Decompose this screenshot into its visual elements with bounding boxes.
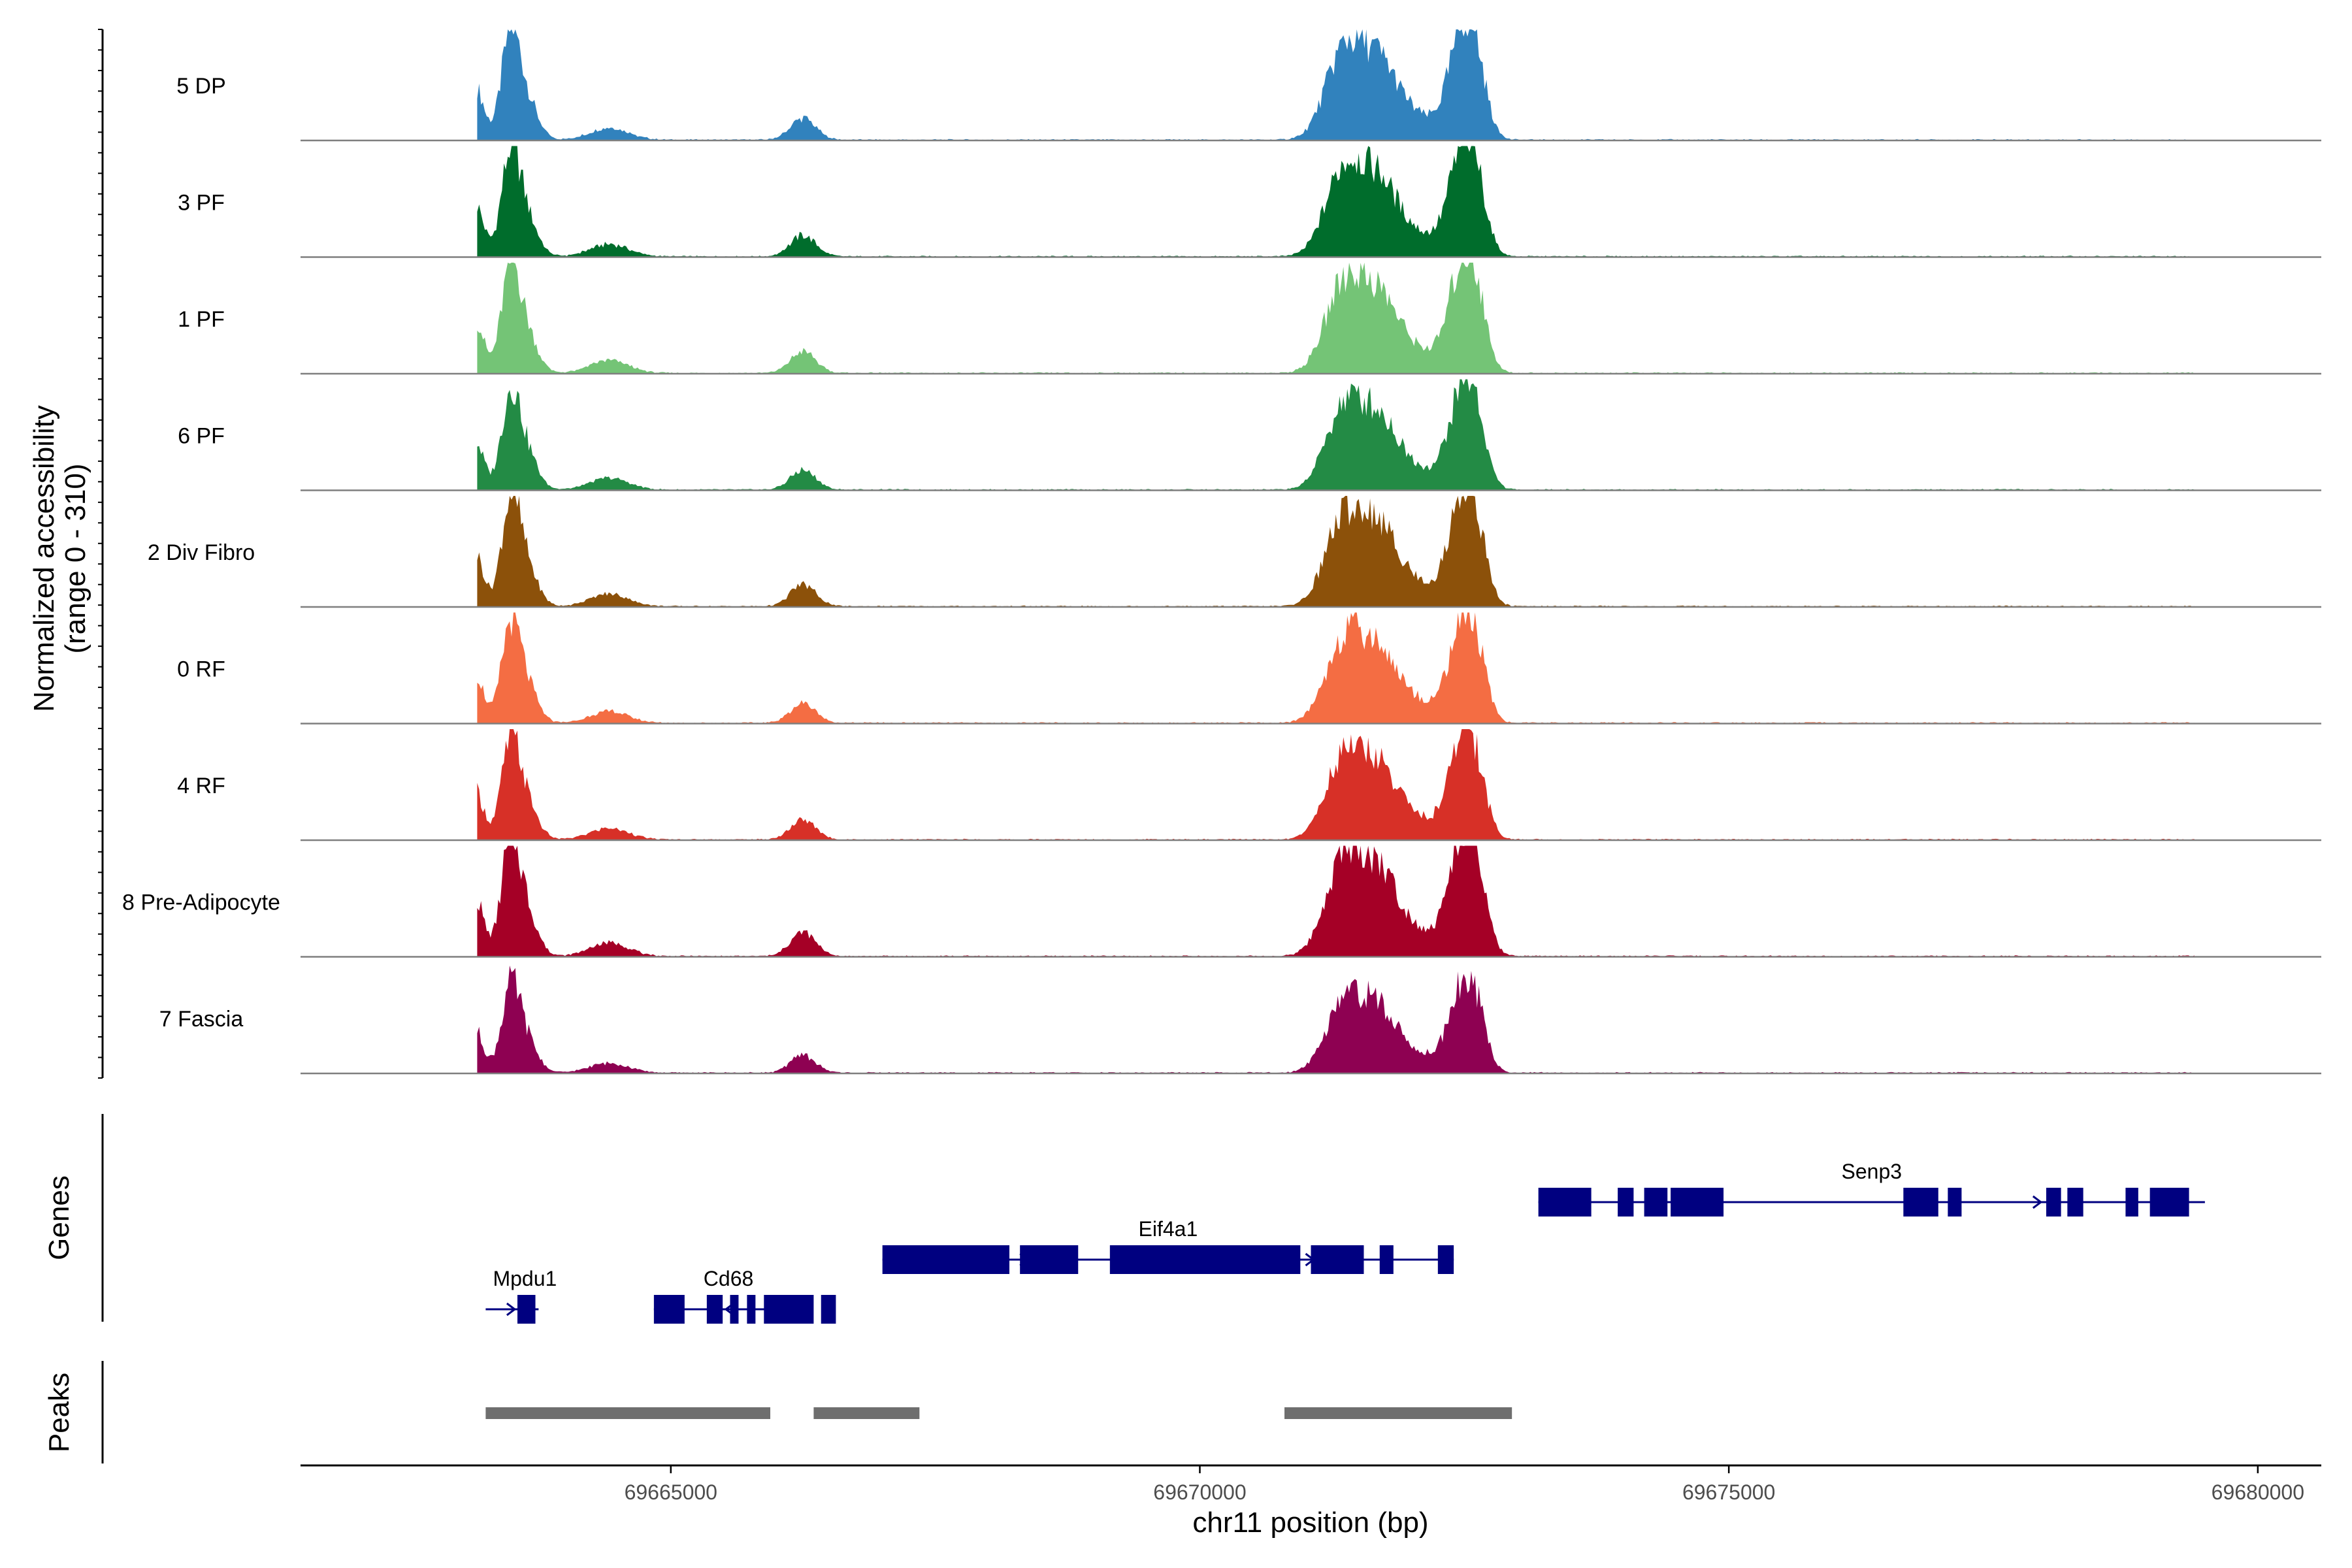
gene-exon bbox=[821, 1295, 836, 1324]
coverage-y-axis bbox=[98, 29, 104, 1079]
x-axis-title: chr11 position (bp) bbox=[1192, 1507, 1428, 1539]
gene-exon bbox=[2149, 1188, 2189, 1217]
genes-ylabel: Genes bbox=[43, 1175, 75, 1260]
gene-exon bbox=[882, 1245, 1009, 1274]
gene-exon bbox=[706, 1295, 723, 1324]
track-label: 0 RF bbox=[177, 657, 225, 682]
track-1-pf: 1 PF bbox=[178, 263, 2321, 375]
coverage-ylabel-line2: (range 0 - 310) bbox=[59, 463, 91, 653]
coverage-area bbox=[477, 146, 2195, 257]
strand-arrow bbox=[1019, 1252, 1030, 1267]
gene-exon bbox=[1671, 1188, 1724, 1217]
track-label: 6 PF bbox=[178, 424, 225, 449]
gene-senp3: Senp3 bbox=[1538, 1160, 2205, 1217]
peaks-panel bbox=[485, 1407, 1512, 1419]
x-tick-label: 69675000 bbox=[1682, 1480, 1775, 1504]
track-label: 4 RF bbox=[177, 774, 225, 798]
track-8-pre-adipocyte: 8 Pre-Adipocyte bbox=[122, 845, 2321, 958]
strand-arrow bbox=[724, 1302, 734, 1316]
strand-arrow bbox=[1699, 1195, 1710, 1209]
track-label: 1 PF bbox=[178, 307, 225, 332]
gene-cd68: Cd68 bbox=[653, 1267, 836, 1324]
track-label: 5 DP bbox=[176, 74, 226, 99]
gene-exon bbox=[1020, 1245, 1079, 1274]
genes-panel: Mpdu1 Cd68 Eif4a1 Senp3 bbox=[485, 1160, 2205, 1324]
gene-label: Cd68 bbox=[704, 1267, 754, 1290]
gene-label: Mpdu1 bbox=[493, 1267, 557, 1290]
coverage-panel: 5 DP 3 PF 1 PF 6 PF 2 Div Fibro 0 RF 4 RF 8 Pre… bbox=[122, 29, 2321, 1075]
strand-arrow bbox=[2032, 1195, 2043, 1209]
strand-arrow bbox=[506, 1302, 517, 1316]
gene-label: Eif4a1 bbox=[1139, 1217, 1198, 1241]
x-axis-ticks: 69665000 69670000 69675000 69680000 bbox=[625, 1465, 2304, 1504]
track-3-pf: 3 PF bbox=[178, 146, 2321, 258]
gene-exon bbox=[764, 1295, 814, 1324]
coverage-area bbox=[477, 496, 2195, 607]
coverage-ylabel-line1: Normalized accessibility bbox=[28, 405, 60, 711]
track-label: 7 Fascia bbox=[159, 1007, 244, 1032]
gene-exon bbox=[1437, 1245, 1454, 1274]
x-tick-label: 69665000 bbox=[625, 1480, 717, 1504]
track-0-rf: 0 RF bbox=[177, 612, 2321, 725]
gene-exon bbox=[517, 1295, 536, 1324]
gene-exon bbox=[2067, 1188, 2083, 1217]
gene-exon bbox=[1644, 1188, 1668, 1217]
track-label: 2 Div Fibro bbox=[148, 540, 255, 565]
gene-exon bbox=[1903, 1188, 1938, 1217]
track-5-dp: 5 DP bbox=[176, 29, 2321, 142]
peak-bar bbox=[813, 1407, 920, 1419]
gene-exon bbox=[2125, 1188, 2138, 1217]
coverage-area bbox=[477, 965, 2195, 1073]
coverage-area bbox=[477, 845, 2195, 957]
coverage-area bbox=[477, 612, 2195, 724]
gene-eif4a1: Eif4a1 bbox=[882, 1217, 1454, 1274]
track-label: 3 PF bbox=[178, 191, 225, 216]
track-4-rf: 4 RF bbox=[177, 729, 2321, 841]
coverage-area bbox=[477, 729, 2195, 840]
track-6-pf: 6 PF bbox=[178, 379, 2321, 491]
coverage-area bbox=[477, 263, 2195, 374]
gene-exon bbox=[1379, 1245, 1394, 1274]
gene-exon bbox=[1109, 1245, 1301, 1274]
gene-exon bbox=[1948, 1188, 1962, 1217]
gene-mpdu1: Mpdu1 bbox=[485, 1267, 557, 1324]
gene-exon bbox=[2046, 1188, 2061, 1217]
gene-exon bbox=[1618, 1188, 1634, 1217]
peak-bar bbox=[1284, 1407, 1512, 1419]
track-label: 8 Pre-Adipocyte bbox=[122, 890, 280, 915]
strand-arrow bbox=[1305, 1252, 1315, 1267]
gene-exon bbox=[653, 1295, 685, 1324]
gene-exon bbox=[1311, 1245, 1364, 1274]
coverage-area bbox=[477, 379, 2195, 491]
track-2-div-fibro: 2 Div Fibro bbox=[148, 496, 2321, 608]
gene-exon bbox=[747, 1295, 756, 1324]
gene-label: Senp3 bbox=[1842, 1160, 1903, 1183]
gene-exon bbox=[730, 1295, 739, 1324]
x-tick-label: 69670000 bbox=[1153, 1480, 1246, 1504]
peak-bar bbox=[485, 1407, 771, 1419]
x-tick-label: 69680000 bbox=[2212, 1480, 2304, 1504]
track-7-fascia: 7 Fascia bbox=[159, 965, 2321, 1075]
coverage-area bbox=[477, 29, 2195, 140]
gene-exon bbox=[1538, 1188, 1592, 1217]
peaks-ylabel: Peaks bbox=[43, 1373, 75, 1452]
